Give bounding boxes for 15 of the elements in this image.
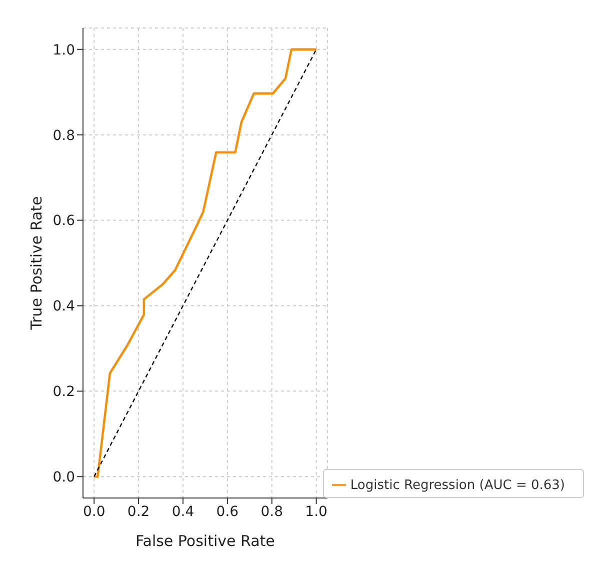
- x-axis-title: False Positive Rate: [136, 532, 275, 550]
- y-tick-label: 0.4: [52, 298, 76, 315]
- y-tick-label: 1.0: [52, 42, 75, 58]
- x-tick-label: 0.4: [172, 504, 194, 520]
- y-tick-label: 0.0: [52, 470, 75, 486]
- y-tick-label: 0.8: [52, 128, 75, 144]
- x-tick-label: 0.6: [216, 504, 239, 520]
- x-tick-label: 0.2: [127, 504, 150, 520]
- legend-label: Logistic Regression (AUC = 0.63): [350, 478, 565, 493]
- x-tick-label: 0.0: [82, 504, 106, 520]
- y-tick-label: 0.6: [52, 213, 76, 230]
- x-tick-label: 1.0: [305, 504, 328, 520]
- y-axis-title: True Positive Rate: [27, 196, 46, 331]
- y-tick-label: 0.2: [52, 384, 75, 400]
- x-tick-label: 0.8: [260, 504, 284, 520]
